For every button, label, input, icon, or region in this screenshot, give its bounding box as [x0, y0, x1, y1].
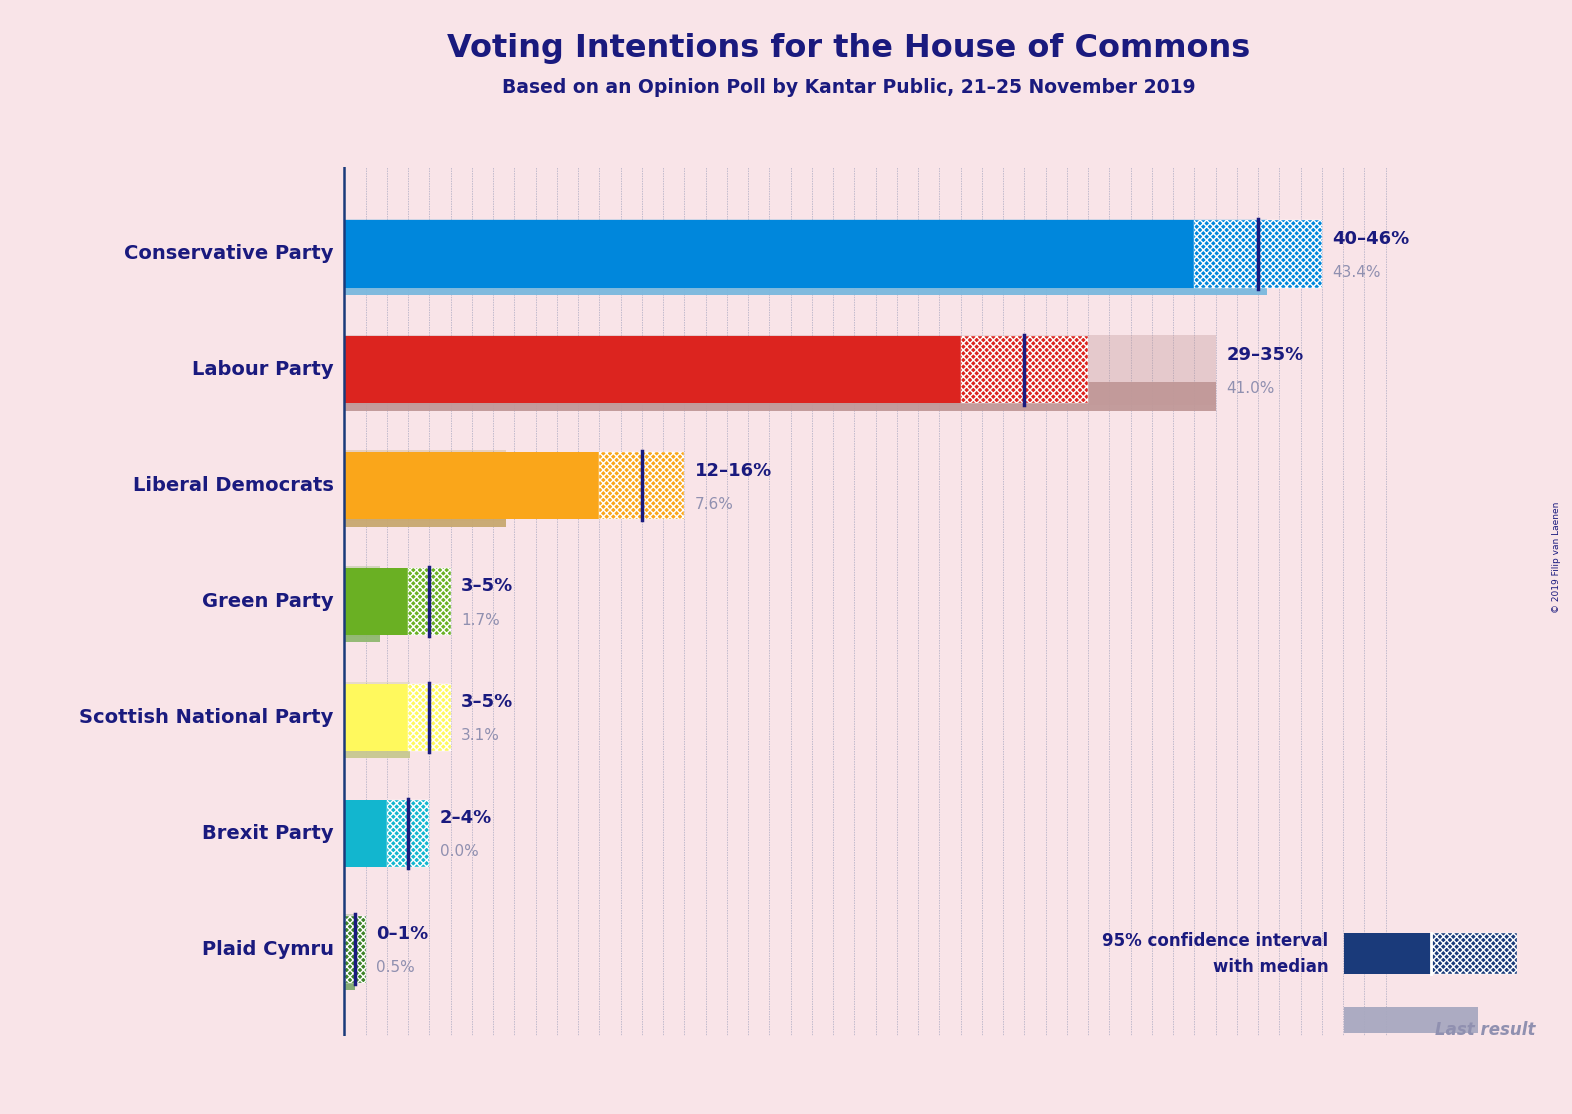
- Bar: [409, 684, 451, 751]
- Text: Voting Intentions for the House of Commons: Voting Intentions for the House of Commo…: [448, 33, 1250, 65]
- Text: Plaid Cymru: Plaid Cymru: [201, 939, 333, 959]
- Bar: [344, 800, 387, 867]
- Text: 40–46%: 40–46%: [1333, 229, 1410, 248]
- Bar: [409, 568, 451, 635]
- Text: Conservative Party: Conservative Party: [124, 244, 333, 264]
- Text: 0.5%: 0.5%: [376, 960, 415, 975]
- Text: Brexit Party: Brexit Party: [203, 823, 333, 843]
- Bar: [344, 452, 599, 519]
- Bar: [344, 961, 355, 990]
- Text: 1.7%: 1.7%: [461, 613, 500, 627]
- Text: Scottish National Party: Scottish National Party: [79, 707, 333, 727]
- Bar: [344, 614, 380, 643]
- Bar: [344, 730, 410, 759]
- Text: 95% confidence interval: 95% confidence interval: [1102, 932, 1328, 950]
- Text: 3–5%: 3–5%: [461, 693, 514, 712]
- Bar: [599, 452, 684, 519]
- Text: 3.1%: 3.1%: [461, 729, 500, 743]
- Bar: [344, 566, 380, 637]
- Bar: [1431, 932, 1517, 975]
- Bar: [344, 568, 409, 635]
- Text: 0.0%: 0.0%: [440, 844, 479, 859]
- Bar: [960, 336, 1088, 403]
- Bar: [344, 498, 506, 527]
- Bar: [344, 218, 1267, 290]
- Text: 41.0%: 41.0%: [1226, 381, 1275, 395]
- Bar: [344, 916, 366, 983]
- Text: 0–1%: 0–1%: [376, 925, 429, 944]
- Bar: [344, 334, 1215, 405]
- Text: Green Party: Green Party: [203, 592, 333, 612]
- Text: Last result: Last result: [1435, 1022, 1536, 1039]
- Text: 2–4%: 2–4%: [440, 809, 492, 828]
- Bar: [344, 450, 506, 521]
- Bar: [344, 266, 1267, 295]
- Bar: [387, 800, 429, 867]
- Text: © 2019 Filip van Laenen: © 2019 Filip van Laenen: [1552, 501, 1561, 613]
- Bar: [344, 913, 355, 985]
- Bar: [1344, 1007, 1478, 1033]
- Text: Liberal Democrats: Liberal Democrats: [134, 476, 333, 496]
- Bar: [1195, 221, 1322, 287]
- Bar: [1344, 932, 1431, 975]
- Text: 3–5%: 3–5%: [461, 577, 514, 596]
- Bar: [344, 682, 410, 753]
- Bar: [344, 684, 409, 751]
- Bar: [344, 336, 960, 403]
- Bar: [344, 382, 1215, 411]
- Text: Based on an Opinion Poll by Kantar Public, 21–25 November 2019: Based on an Opinion Poll by Kantar Publi…: [501, 78, 1196, 97]
- Bar: [344, 221, 1195, 287]
- Text: Labour Party: Labour Party: [192, 360, 333, 380]
- Text: 7.6%: 7.6%: [695, 497, 734, 511]
- Text: 12–16%: 12–16%: [695, 461, 772, 480]
- Text: with median: with median: [1212, 958, 1328, 976]
- Text: 29–35%: 29–35%: [1226, 345, 1303, 364]
- Text: 43.4%: 43.4%: [1333, 265, 1382, 280]
